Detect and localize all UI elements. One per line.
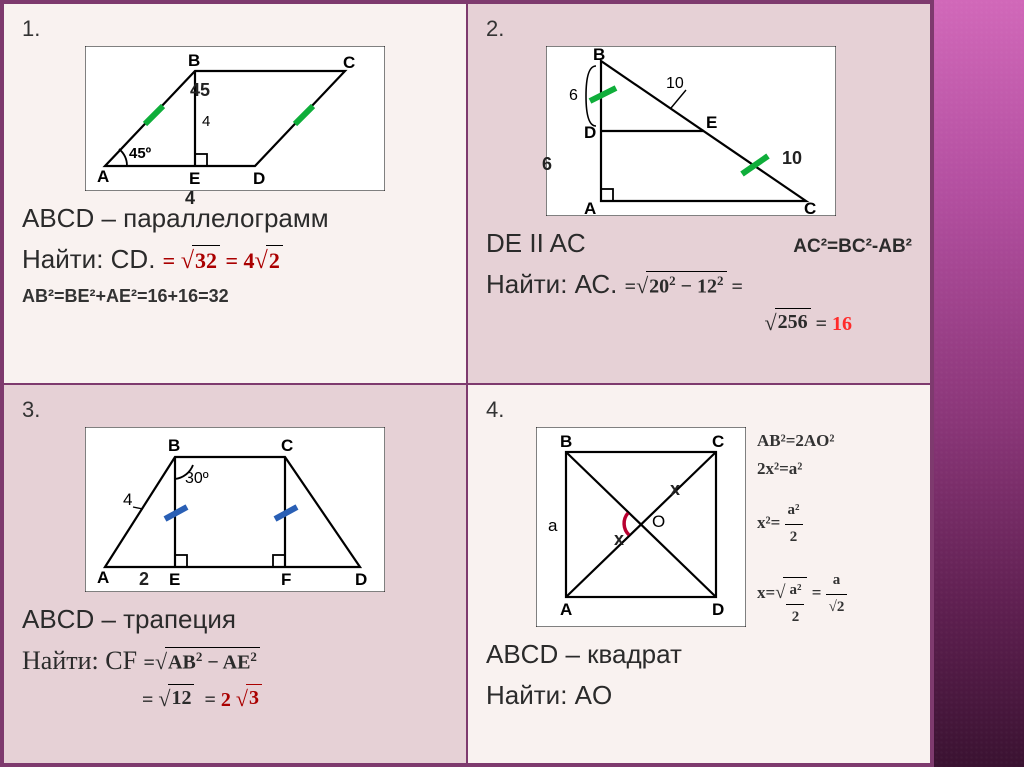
relation: DE II AC AC²=BC²-AB²: [486, 226, 912, 261]
side-line2: 2x²=a²: [757, 455, 912, 484]
svg-text:A: A: [97, 568, 109, 587]
cf-result-line: = 12 = 2 3: [22, 684, 448, 714]
problem-number: 3.: [22, 397, 448, 423]
find-label: Найти: CD.: [22, 244, 155, 274]
svg-text:O: O: [652, 512, 665, 531]
given-text: ABCD – трапеция: [22, 602, 448, 637]
given-text: ABCD – квадрат: [486, 637, 912, 672]
problem-3: 3. 30º 4 A B: [3, 384, 467, 765]
svg-text:45º: 45º: [129, 145, 152, 162]
problem-number: 2.: [486, 16, 912, 42]
find-line: Найти: CF =AB2 − AE2: [22, 643, 448, 678]
overlay-10: 10: [782, 148, 802, 169]
svg-text:4: 4: [123, 490, 132, 509]
problem-number: 4.: [486, 397, 912, 423]
cf-work: =AB2 − AE2: [144, 652, 260, 674]
cd-result: = 32 = 42: [163, 248, 283, 273]
svg-text:F: F: [281, 570, 291, 589]
svg-text:D: D: [355, 570, 367, 589]
side-work: AB²=2AO² 2x²=a² x²= a²2 x=a²2 = a√2: [757, 427, 912, 631]
svg-text:6: 6: [569, 87, 578, 104]
find-label: Найти: CF: [22, 646, 137, 675]
svg-text:D: D: [712, 600, 724, 619]
x-label-2: x: [614, 529, 624, 550]
overlay-angle: 45: [190, 80, 210, 101]
svg-text:a: a: [548, 516, 558, 535]
problem-2: 2. 6 10 B D E: [467, 3, 931, 384]
figure-4: A B C D O a x x: [536, 427, 746, 627]
overlay-base: 4: [185, 188, 195, 209]
side-line1: AB²=2AO²: [757, 427, 912, 456]
svg-text:B: B: [593, 46, 605, 64]
svg-text:30º: 30º: [185, 470, 209, 487]
svg-text:4: 4: [202, 113, 210, 130]
svg-text:E: E: [169, 570, 180, 589]
find-label: Найти: АС.: [486, 269, 617, 299]
find-line: Найти: CD. = 32 = 42: [22, 242, 448, 278]
svg-text:C: C: [804, 199, 816, 216]
svg-text:E: E: [706, 113, 717, 132]
svg-text:C: C: [712, 432, 724, 451]
find-line: Найти: АС. =202 − 122 =: [486, 267, 912, 302]
problem-1: 1. 45º 4 A B C D: [3, 3, 467, 384]
overlay-2: 2: [139, 569, 149, 590]
svg-text:A: A: [584, 199, 596, 216]
svg-text:10: 10: [666, 75, 684, 92]
svg-text:A: A: [97, 167, 109, 186]
svg-text:D: D: [584, 123, 596, 142]
figure-3: 30º 4 A B C D E F 2: [85, 427, 385, 592]
ac-result: 16: [832, 313, 852, 335]
svg-text:B: B: [560, 432, 572, 451]
relation-text: DE II AC: [486, 226, 586, 261]
x-label-1: x: [670, 479, 680, 500]
ac-result-line: 256 = 16: [486, 308, 912, 338]
gradient-sidebar: [934, 0, 1024, 767]
work-line: AB²=BE²+AE²=16+16=32: [22, 286, 448, 307]
svg-text:C: C: [343, 53, 355, 72]
pyth-line: AC²=BC²-AB²: [793, 234, 912, 260]
figure-1: 45º 4 A B C D E 45 4: [85, 46, 385, 191]
ac-work: =202 − 122 =: [625, 276, 743, 298]
problem-number: 1.: [22, 16, 448, 42]
side-line4: x=a²2 = a√2: [757, 568, 912, 630]
svg-text:C: C: [281, 436, 293, 455]
problem-4: 4. A B C D O a x x AB²=2AO²: [467, 384, 931, 765]
svg-text:A: A: [560, 600, 572, 619]
svg-text:B: B: [168, 436, 180, 455]
figure-2: 6 10 B D E A C 6 10: [546, 46, 836, 216]
svg-text:B: B: [188, 51, 200, 70]
overlay-6: 6: [542, 154, 552, 175]
given-text: ABCD – параллелограмм: [22, 201, 448, 236]
find-label: Найти: AO: [486, 678, 912, 713]
svg-text:E: E: [189, 169, 200, 188]
side-line3: x²= a²2: [757, 498, 912, 550]
svg-text:D: D: [253, 169, 265, 188]
